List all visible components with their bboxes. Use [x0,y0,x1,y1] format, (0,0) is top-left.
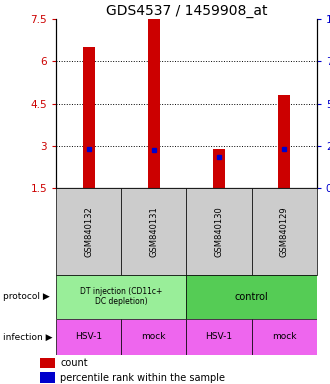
Text: mock: mock [142,333,166,341]
Bar [278,95,290,188]
Text: GSM840130: GSM840130 [214,206,223,257]
Title: GDS4537 / 1459908_at: GDS4537 / 1459908_at [106,4,267,18]
Text: HSV-1: HSV-1 [206,333,233,341]
Text: DT injection (CD11c+
DC depletion): DT injection (CD11c+ DC depletion) [80,287,162,306]
Text: GSM840129: GSM840129 [280,206,289,257]
Text: infection ▶: infection ▶ [3,333,53,341]
FancyBboxPatch shape [186,319,251,355]
Bar [213,149,225,188]
Text: count: count [60,358,88,368]
FancyBboxPatch shape [186,275,317,319]
Text: mock: mock [272,333,296,341]
FancyBboxPatch shape [56,319,121,355]
FancyBboxPatch shape [186,188,251,275]
FancyBboxPatch shape [56,188,121,275]
Text: GSM840131: GSM840131 [149,206,158,257]
Bar [40,358,55,368]
Text: control: control [235,291,269,302]
Text: GSM840132: GSM840132 [84,206,93,257]
Text: protocol ▶: protocol ▶ [3,292,50,301]
FancyBboxPatch shape [121,319,186,355]
Text: HSV-1: HSV-1 [75,333,102,341]
Bar [40,372,55,382]
FancyBboxPatch shape [56,275,186,319]
Text: percentile rank within the sample: percentile rank within the sample [60,372,225,383]
FancyBboxPatch shape [121,188,186,275]
Bar [148,19,160,188]
FancyBboxPatch shape [251,188,317,275]
FancyBboxPatch shape [251,319,317,355]
Bar [83,47,95,188]
